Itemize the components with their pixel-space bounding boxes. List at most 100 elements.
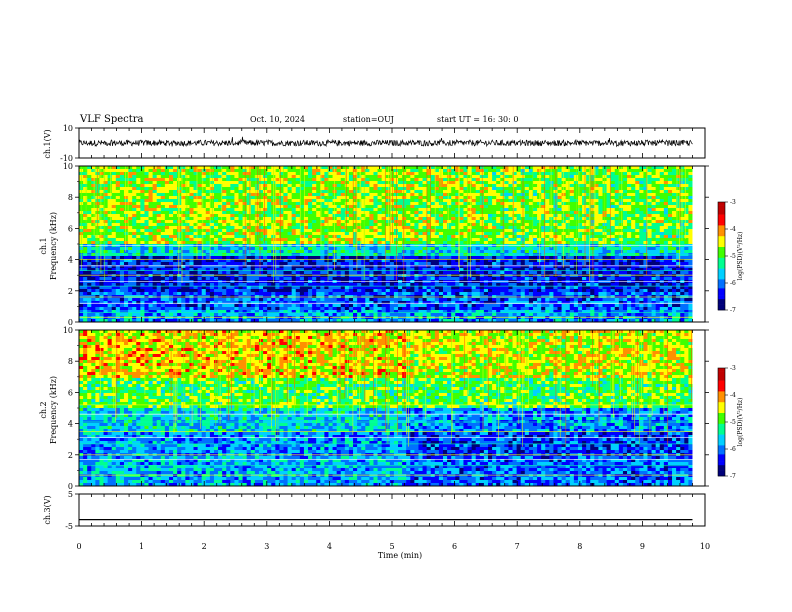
ch1-spectrogram-cell	[651, 199, 657, 203]
ch1-spectrogram-cell	[197, 256, 203, 260]
ch1-spectrogram-cell	[582, 181, 587, 185]
ch1-spectrogram-cell	[618, 178, 624, 182]
ch1-spectrogram-cell	[152, 232, 158, 236]
ch1-spectrogram-cell	[185, 205, 190, 209]
ch1-spectrogram-cell	[250, 190, 256, 194]
ch1-spectrogram-cell	[667, 220, 673, 224]
ch1-spectrogram-cell	[324, 175, 329, 179]
ch1-spectrogram-cell	[132, 250, 137, 254]
ch1-spectrogram-cell	[361, 259, 366, 263]
ch1-spectrogram-cell	[676, 247, 681, 251]
ch1-spectrogram-cell	[418, 235, 423, 239]
ch1-spectrogram-cell	[406, 220, 411, 224]
ch1-spectrogram-cell	[148, 202, 154, 206]
ch1-spectrogram-cell	[312, 193, 317, 197]
ch1-spectrogram-cell	[487, 199, 493, 203]
ch1-spectrogram-cell	[430, 208, 436, 212]
ch1-spectrogram-cell	[79, 172, 84, 176]
ch1-spectrogram-cell	[418, 238, 423, 242]
ch1-spectrogram-cell	[173, 256, 178, 260]
ch1-spectrogram-cell	[181, 226, 186, 230]
ch1-spectrogram-cell	[173, 205, 178, 209]
ch1-spectrogram-cell	[336, 241, 342, 245]
ch1-spectrogram-cell	[365, 208, 370, 212]
ch1-spectrogram-cell	[242, 250, 248, 254]
ch1-spectrogram-cell	[226, 181, 231, 185]
ch1-spectrogram-cell	[83, 262, 88, 266]
ch1-spectrogram-cell	[610, 187, 616, 191]
ch1-spectrogram-cell	[312, 241, 317, 245]
ch1-spectrogram-cell	[234, 202, 239, 206]
ch1-spectrogram-cell	[119, 226, 125, 230]
ch1-spectrogram-cell	[128, 193, 133, 197]
ch1-spectrogram-cell	[393, 259, 399, 263]
ch1-spectrogram-cell	[119, 190, 125, 194]
ch1-spectrogram-cell	[132, 172, 137, 176]
ch1-spectrogram-cell	[373, 226, 378, 230]
ch1-spectrogram-cell	[471, 241, 477, 245]
ch1-spectrogram-cell	[447, 166, 452, 170]
ch1-spectrogram-cell	[500, 223, 505, 227]
ch1-spectrogram-cell	[684, 196, 689, 200]
ch1-spectrogram-cell	[222, 184, 227, 188]
ch1-spectrogram-cell	[361, 238, 366, 242]
ch1-spectrogram-cell	[594, 211, 599, 215]
ch1-spectrogram-cell	[475, 205, 481, 209]
ch1-spectrogram-cell	[590, 181, 595, 185]
ch1-spectrogram-cell	[398, 229, 403, 233]
ch1-spectrogram-cell	[541, 205, 546, 209]
ch1-spectrogram-cell	[340, 208, 346, 212]
ch1-spectrogram-cell	[197, 196, 203, 200]
ch1-spectrogram-cell	[369, 190, 374, 194]
ch1-spectrogram-cell	[610, 229, 616, 233]
ch1-spectrogram-cell	[504, 220, 509, 224]
ch1-spectrogram-cell	[365, 223, 370, 227]
ch1-spectrogram-cell	[242, 259, 248, 263]
ch1-spectrogram-cell	[295, 250, 301, 254]
ch1-spectrogram-cell	[385, 196, 391, 200]
ch1-spectrogram-cell	[631, 211, 636, 215]
ch1-spectrogram-cell	[144, 184, 149, 188]
ch1-spectrogram-cell	[332, 220, 338, 224]
ch1-spectrogram-cell	[332, 169, 338, 173]
ch1-spectrogram-cell	[622, 214, 628, 218]
ch1-spectrogram-cell	[197, 238, 203, 242]
ch1-spectrogram-cell	[471, 193, 477, 197]
ch1-spectrogram-cell	[414, 232, 419, 236]
ch1-spectrogram-cell	[242, 256, 248, 260]
ch1-spectrogram-cell	[340, 190, 346, 194]
ch1-spectrogram-cell	[434, 226, 440, 230]
ch1-spectrogram-cell	[373, 190, 378, 194]
ch1-spectrogram-cell	[287, 247, 293, 251]
ch1-spectrogram-cell	[156, 172, 162, 176]
ch1-spectrogram-cell	[606, 232, 612, 236]
ch1-spectrogram-cell	[312, 205, 317, 209]
ch1-spectrogram-cell	[667, 214, 673, 218]
ch1-spectrogram-cell	[434, 172, 440, 176]
ch1-spectrogram-cell	[258, 250, 264, 254]
ch1-spectrogram-cell	[483, 172, 489, 176]
ch1-spectrogram-cell	[79, 166, 84, 170]
ch1-spectrogram-cell	[123, 211, 129, 215]
ch1-spectrogram-cell	[459, 187, 464, 191]
ch1-spectrogram-cell	[250, 199, 256, 203]
ch1-spectrogram-cell	[487, 208, 493, 212]
ch1-spectrogram-cell	[639, 241, 644, 245]
ch1-spectrogram-cell	[279, 247, 284, 251]
ch1-spectrogram-cell	[422, 172, 428, 176]
ch1-spectrogram-cell	[275, 220, 280, 224]
ch1-spectrogram-cell	[332, 205, 338, 209]
ch1-spectrogram-cell	[672, 199, 677, 203]
ch1-spectrogram-cell	[643, 229, 648, 233]
ch1-spectrogram-cell	[164, 226, 170, 230]
ch1-spectrogram-cell	[181, 235, 186, 239]
ch1-spectrogram-cell	[226, 169, 231, 173]
ch1-spectrogram-cell	[659, 205, 665, 209]
ch1-spectrogram-cell	[398, 223, 403, 227]
ch1-spectrogram-cell	[663, 190, 669, 194]
ch1-spectrogram-cell	[344, 223, 350, 227]
ch1-spectrogram-cell	[610, 214, 616, 218]
ch1-spectrogram-cell	[373, 220, 378, 224]
ch1-spectrogram-cell	[91, 238, 96, 242]
ch1-spectrogram-cell	[418, 193, 423, 197]
